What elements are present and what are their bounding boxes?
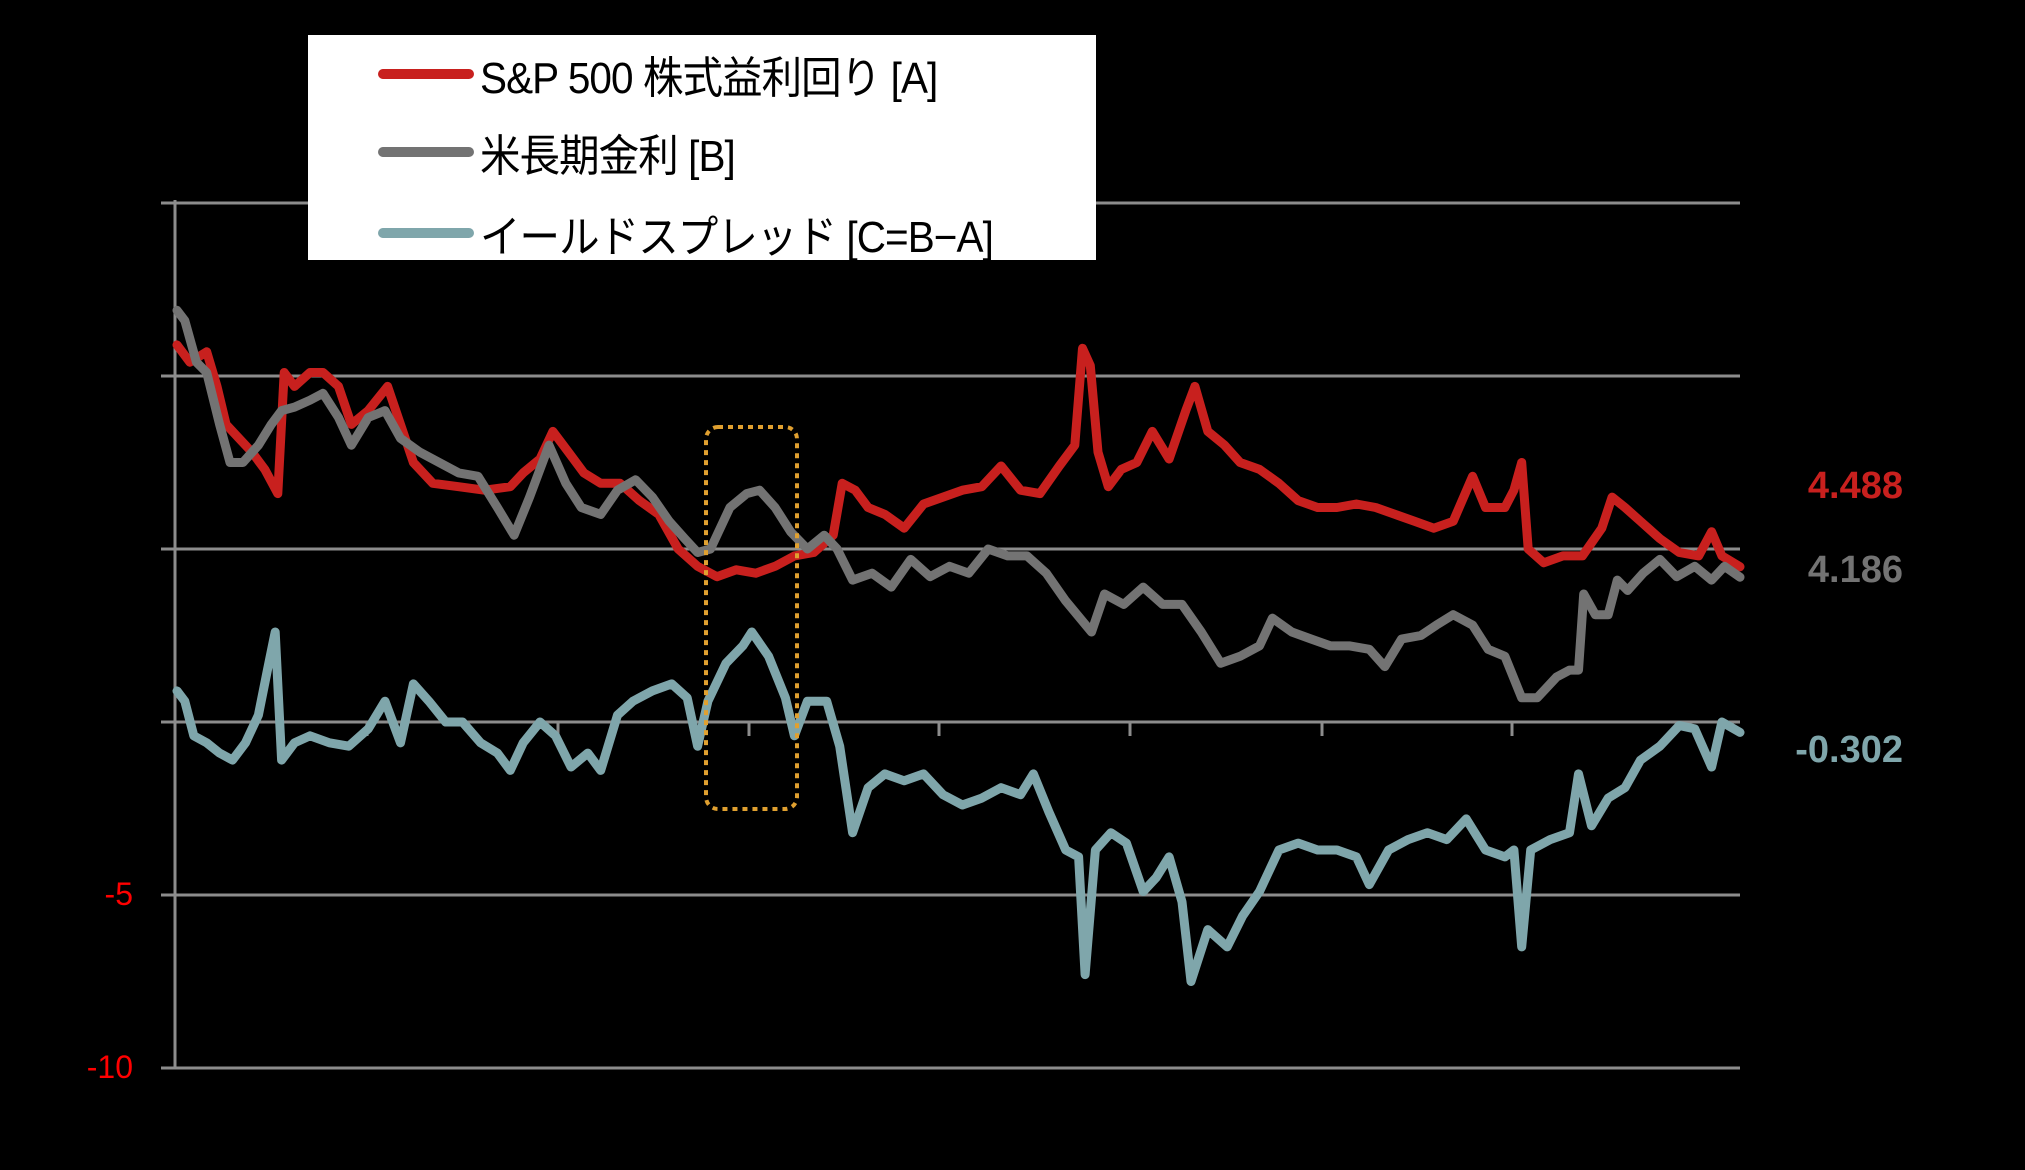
legend-item-spread: イールドスプレッド [C=B−A]: [378, 203, 1038, 263]
legend-item-sp500: S&P 500 株式益利回り [A]: [378, 44, 977, 104]
y-tick-label-minus5: -5: [104, 876, 133, 912]
legend-label: 米長期金利 [B]: [480, 132, 736, 181]
series-lines: [172, 305, 1745, 986]
legend-item-us-rate: 米長期金利 [B]: [378, 122, 757, 182]
y-tick-label-minus10: -10: [86, 1049, 133, 1085]
sp500-earnings-yield-line: [172, 340, 1745, 582]
x-axis-ticks: [365, 722, 1514, 736]
legend: S&P 500 株式益利回り [A] 米長期金利 [B] イールドスプレッド […: [308, 35, 1096, 263]
legend-label: S&P 500 株式益利回り [A]: [480, 54, 938, 103]
end-value-sp500: 4.488: [1807, 465, 1903, 507]
end-value-spread: -0.302: [1795, 729, 1903, 771]
us-long-term-rate-line: [172, 305, 1745, 703]
legend-swatch-gray: [378, 147, 474, 157]
legend-label: イールドスプレッド [C=B−A]: [480, 213, 994, 262]
yield-spread-line: [172, 627, 1745, 986]
gridlines: [161, 201, 1740, 1070]
legend-swatch-red: [378, 69, 474, 79]
end-value-us-rate: 4.186: [1807, 549, 1903, 591]
highlight-annotation-box: [704, 425, 799, 811]
legend-swatch-teal: [378, 228, 474, 238]
